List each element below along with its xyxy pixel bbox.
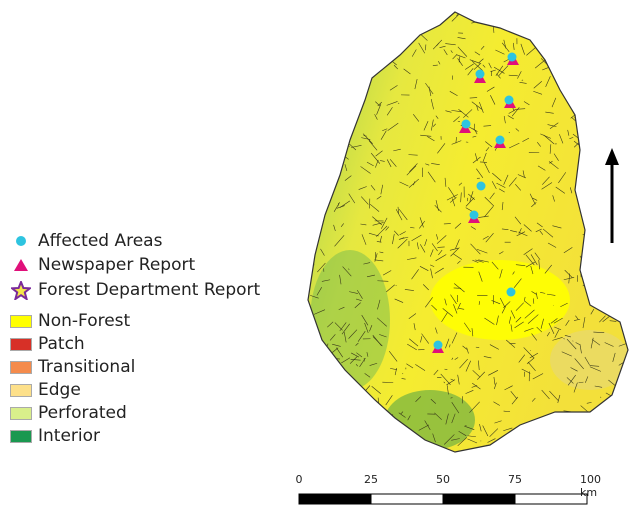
affected-area-marker	[506, 287, 516, 297]
legend-label: Affected Areas	[38, 231, 163, 251]
color-swatch	[10, 360, 32, 374]
star-icon	[10, 280, 32, 300]
scale-tick: 75	[508, 473, 522, 486]
legend-label: Non-Forest	[38, 311, 131, 331]
legend-transitional-class: Transitional	[10, 356, 135, 378]
scale-tick: 100 km	[580, 473, 601, 499]
legend-label: Forest Department Report	[38, 280, 261, 300]
color-swatch	[10, 406, 32, 420]
scale-bar	[298, 493, 588, 505]
legend-label: Newspaper Report	[38, 255, 196, 275]
affected-area-marker	[495, 135, 505, 145]
scale-tick: 25	[364, 473, 378, 486]
affected-area-marker	[476, 181, 486, 191]
affected-area-marker	[504, 95, 514, 105]
affected-area-marker	[469, 210, 479, 220]
study-area-region	[307, 11, 629, 453]
affected-area-marker	[475, 69, 485, 79]
legend-non-forest-class: Non-Forest	[10, 310, 130, 332]
legend-perforated-class: Perforated	[10, 402, 127, 424]
color-swatch	[10, 337, 32, 351]
affected-area-marker	[507, 52, 517, 62]
legend-label: Patch	[38, 334, 85, 354]
circle-icon	[10, 235, 32, 247]
legend-label: Transitional	[38, 357, 136, 377]
affected-area-marker	[433, 340, 443, 350]
scale-tick: 50	[436, 473, 450, 486]
legend-interior-class: Interior	[10, 425, 100, 447]
legend-forest-department-report: Forest Department Report	[10, 279, 260, 301]
affected-area-marker	[461, 119, 471, 129]
north-arrow-icon	[605, 148, 619, 243]
triangle-icon	[10, 259, 32, 271]
color-swatch	[10, 383, 32, 397]
legend-newspaper-report: Newspaper Report	[10, 254, 195, 276]
legend-label: Edge	[38, 380, 81, 400]
color-swatch	[10, 314, 32, 328]
color-swatch	[10, 429, 32, 443]
legend-patch-class: Patch	[10, 333, 85, 355]
legend-label: Interior	[38, 426, 101, 446]
legend-label: Perforated	[38, 403, 127, 423]
legend-affected-areas: Affected Areas	[10, 230, 162, 252]
legend-edge-class: Edge	[10, 379, 81, 401]
scale-tick: 0	[295, 473, 303, 486]
